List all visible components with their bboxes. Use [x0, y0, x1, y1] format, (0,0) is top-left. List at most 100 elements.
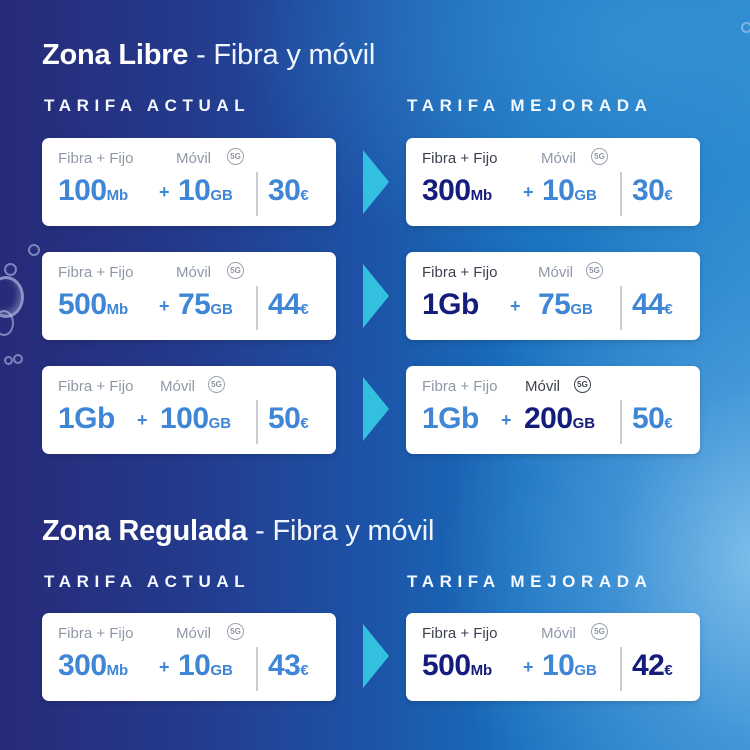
plus-sign: + — [159, 657, 170, 677]
fibra-fijo-label: Fibra + Fijo — [58, 378, 134, 395]
tariff-card-actual: Fibra + Fijo Móvil 5G 100Mb + 10GB 30€ — [42, 138, 336, 226]
price: 42€ — [632, 649, 673, 683]
movil-label: Móvil — [525, 378, 561, 395]
currency: € — [664, 662, 673, 679]
movil-label: Móvil — [176, 264, 212, 281]
column-label-mejorada: TARIFA MEJORADA — [407, 96, 653, 115]
movil-unit: GB — [572, 415, 596, 432]
price: 30€ — [632, 174, 673, 208]
section-title-strong: Zona Libre — [42, 39, 189, 71]
arrow-right-icon — [363, 624, 389, 688]
movil-label: Móvil — [176, 625, 212, 642]
movil-value: 75 — [538, 288, 571, 321]
movil-data: 10GB — [542, 649, 597, 683]
divider — [256, 647, 258, 691]
movil-unit: GB — [574, 187, 597, 204]
price-value: 50 — [268, 402, 301, 435]
currency: € — [664, 187, 673, 204]
arrow-right-icon — [363, 150, 389, 214]
tariff-card-mejorada: Fibra + Fijo Móvil 5G 500Mb + 10GB 42€ — [406, 613, 700, 701]
fibra-fijo-label: Fibra + Fijo — [422, 264, 498, 281]
price: 44€ — [268, 288, 309, 322]
tariff-card-actual: Fibra + Fijo Móvil 5G 500Mb + 75GB 44€ — [42, 252, 336, 340]
currency: € — [664, 301, 673, 318]
tariff-card-mejorada: Fibra + Fijo Móvil 5G 300Mb + 10GB 30€ — [406, 138, 700, 226]
price: 43€ — [268, 649, 309, 683]
divider — [620, 286, 622, 330]
plus-sign: + — [137, 410, 148, 430]
5g-badge-icon: 5G — [208, 376, 225, 393]
currency: € — [300, 187, 309, 204]
fibra-speed: 300Mb — [58, 649, 128, 683]
price-value: 30 — [268, 174, 301, 207]
movil-unit: GB — [208, 415, 232, 432]
bubble-decoration — [0, 310, 14, 336]
movil-value: 100 — [160, 402, 209, 435]
price-value: 42 — [632, 649, 665, 682]
bubble-decoration — [4, 263, 17, 276]
movil-value: 200 — [524, 402, 573, 435]
price: 44€ — [632, 288, 673, 322]
movil-value: 75 — [178, 288, 211, 321]
fibra-unit: Mb — [470, 662, 493, 679]
fibra-value: 1Gb — [422, 288, 479, 321]
column-label-mejorada: TARIFA MEJORADA — [407, 572, 653, 591]
5g-badge-icon: 5G — [227, 262, 244, 279]
fibra-value: 500 — [58, 288, 107, 321]
fibra-fijo-label: Fibra + Fijo — [422, 625, 498, 642]
movil-unit: GB — [210, 187, 233, 204]
price: 30€ — [268, 174, 309, 208]
movil-data: 75GB — [538, 288, 593, 322]
fibra-value: 300 — [58, 649, 107, 682]
currency: € — [664, 415, 673, 432]
tariff-card-actual: Fibra + Fijo Móvil 5G 300Mb + 10GB 43€ — [42, 613, 336, 701]
section-title-strong: Zona Regulada — [42, 515, 248, 547]
fibra-unit: Mb — [106, 187, 129, 204]
price-value: 30 — [632, 174, 665, 207]
price-value: 50 — [632, 402, 665, 435]
section-title-zona-regulada: Zona Regulada - Fibra y móvil — [42, 515, 434, 548]
plus-sign: + — [523, 657, 534, 677]
movil-value: 10 — [542, 649, 575, 682]
fibra-speed: 1Gb — [422, 402, 479, 436]
divider — [256, 400, 258, 444]
arrow-right-icon — [363, 377, 389, 441]
fibra-unit: Mb — [106, 301, 129, 318]
movil-unit: GB — [210, 301, 233, 318]
tariff-card-actual: Fibra + Fijo Móvil 5G 1Gb + 100GB 50€ — [42, 366, 336, 454]
fibra-speed: 1Gb — [58, 402, 115, 436]
divider — [620, 400, 622, 444]
fibra-fijo-label: Fibra + Fijo — [58, 150, 134, 167]
movil-data: 200GB — [524, 402, 595, 436]
price: 50€ — [632, 402, 673, 436]
fibra-fijo-label: Fibra + Fijo — [422, 378, 498, 395]
movil-label: Móvil — [160, 378, 196, 395]
movil-unit: GB — [210, 662, 233, 679]
movil-label: Móvil — [176, 150, 212, 167]
plus-sign: + — [159, 182, 170, 202]
bubble-decoration — [28, 244, 40, 256]
5g-badge-icon: 5G — [586, 262, 603, 279]
price-value: 44 — [632, 288, 665, 321]
divider — [620, 172, 622, 216]
plus-sign: + — [510, 296, 521, 316]
fibra-speed: 1Gb — [422, 288, 479, 322]
movil-label: Móvil — [541, 150, 577, 167]
fibra-speed: 500Mb — [58, 288, 128, 322]
fibra-fijo-label: Fibra + Fijo — [58, 264, 134, 281]
section-title-zona-libre: Zona Libre - Fibra y móvil — [42, 39, 375, 72]
price: 50€ — [268, 402, 309, 436]
currency: € — [300, 662, 309, 679]
movil-value: 10 — [178, 649, 211, 682]
tariff-card-mejorada: Fibra + Fijo Móvil 5G 1Gb + 200GB 50€ — [406, 366, 700, 454]
movil-unit: GB — [570, 301, 593, 318]
tariff-card-mejorada: Fibra + Fijo Móvil 5G 1Gb + 75GB 44€ — [406, 252, 700, 340]
section-title-light: - Fibra y móvil — [196, 39, 376, 71]
movil-data: 10GB — [542, 174, 597, 208]
5g-badge-icon: 5G — [591, 148, 608, 165]
fibra-value: 1Gb — [422, 402, 479, 435]
movil-data: 100GB — [160, 402, 231, 436]
fibra-value: 1Gb — [58, 402, 115, 435]
movil-data: 10GB — [178, 649, 233, 683]
divider — [256, 286, 258, 330]
